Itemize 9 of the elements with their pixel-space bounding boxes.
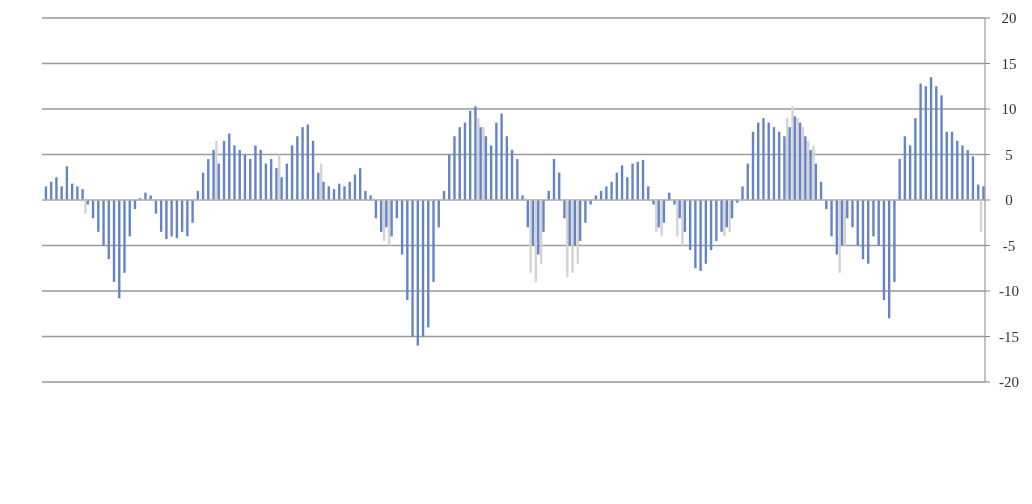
y-tick-label: -10 [999,283,1019,300]
y-tick-label: -20 [999,374,1019,391]
y-tick-label: 10 [1001,101,1017,118]
y-tick-label: 15 [1001,55,1017,72]
y-tick-label: -15 [999,328,1019,345]
y-tick-label: -5 [1002,237,1016,254]
y-tick-label: 5 [1005,146,1013,163]
y-tick-label: 20 [1001,10,1017,27]
y-tick-label: 0 [1005,192,1013,209]
